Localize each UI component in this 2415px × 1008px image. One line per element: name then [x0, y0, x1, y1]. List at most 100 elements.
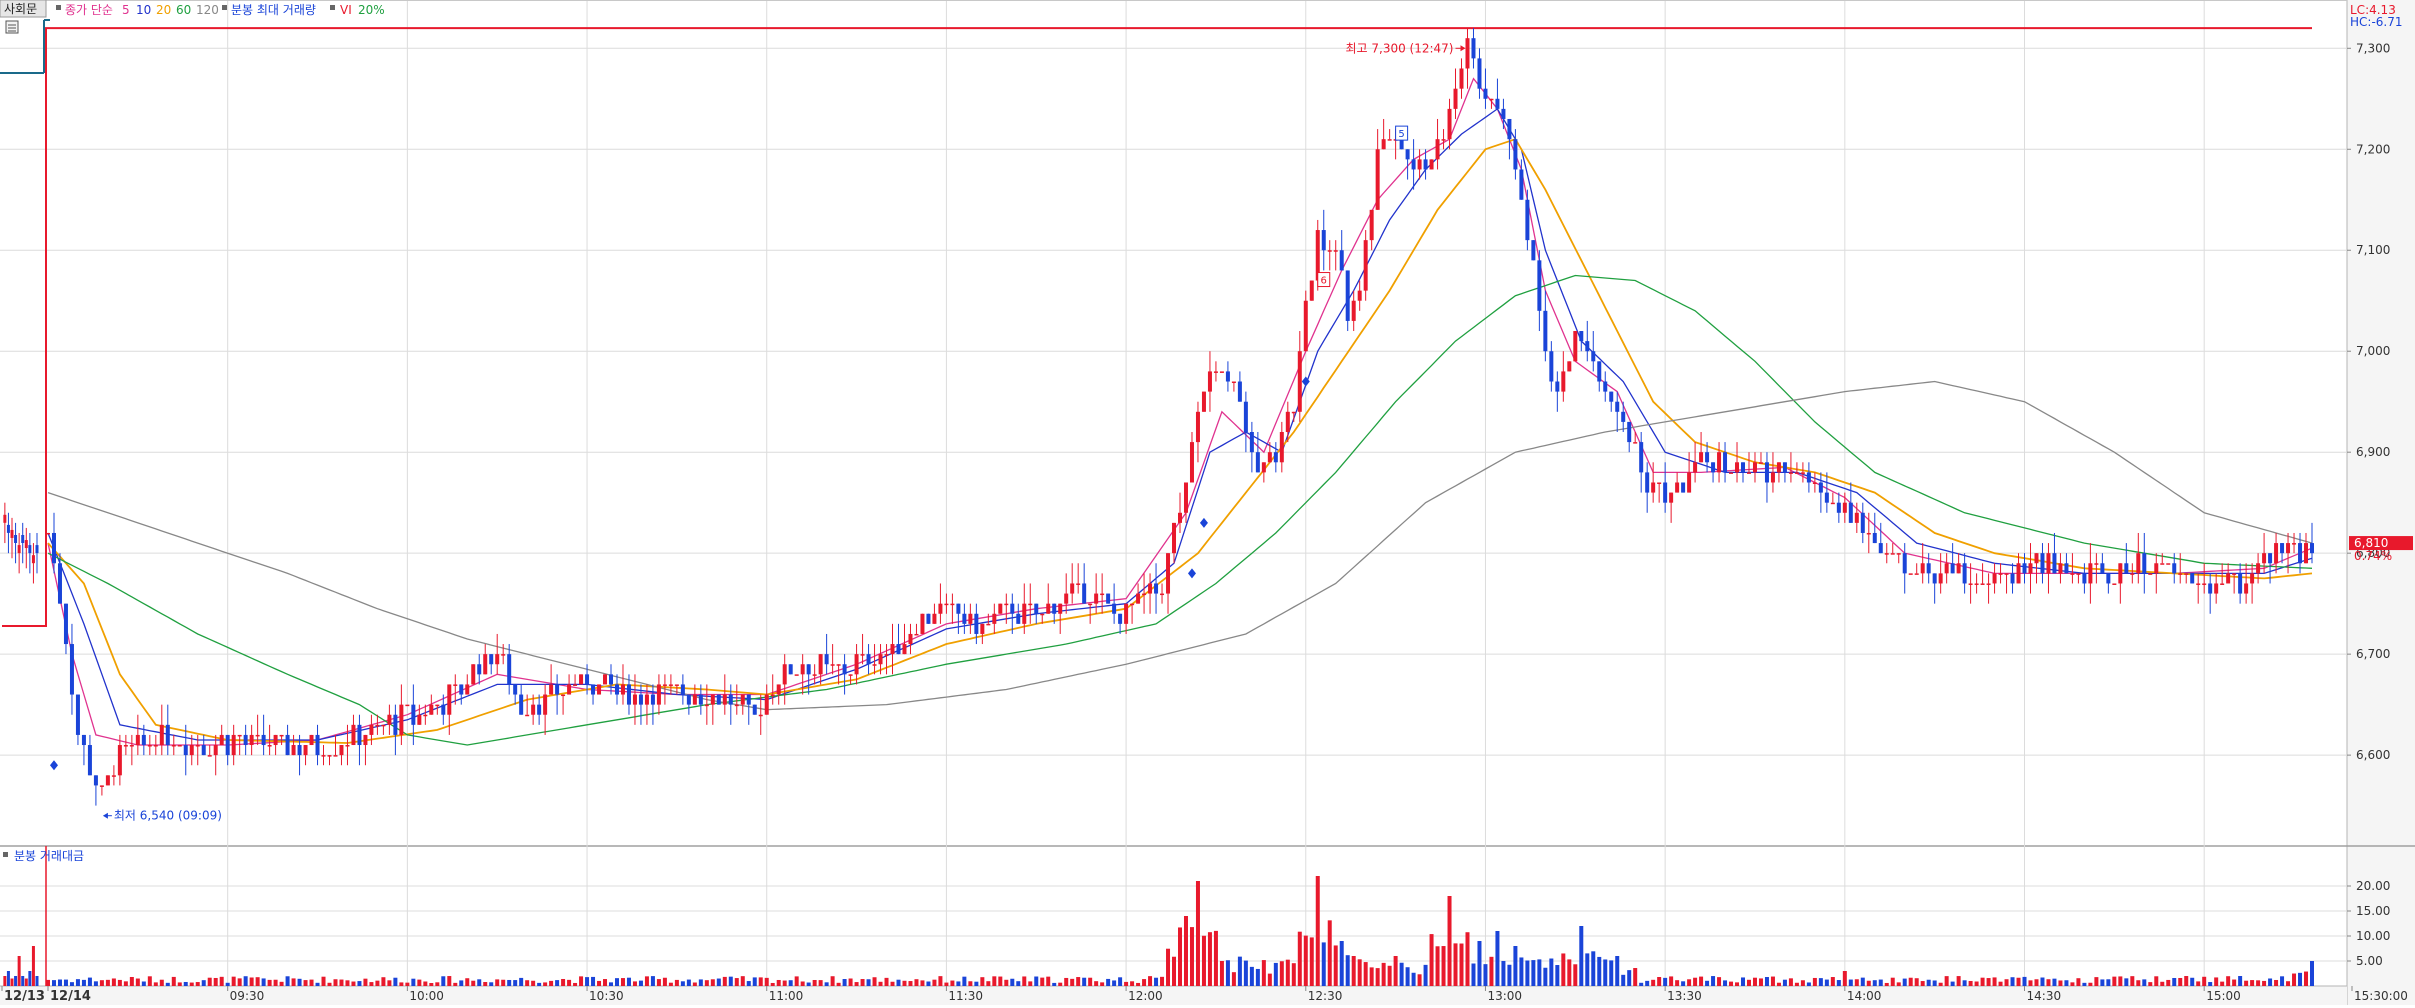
volume-bar	[213, 977, 218, 986]
candle-body	[1884, 553, 1889, 555]
volume-bar	[1040, 977, 1045, 986]
candle-body	[141, 734, 146, 746]
candle-body	[1070, 583, 1075, 594]
candle	[465, 674, 470, 695]
candle	[1824, 472, 1829, 513]
volume-bar	[1471, 963, 1476, 986]
candle	[1944, 553, 1949, 584]
volume-bar	[339, 979, 344, 986]
candle	[1291, 411, 1296, 422]
volume-bar	[1423, 964, 1428, 986]
candle-body	[2232, 573, 2237, 575]
volume-bar	[1986, 978, 1991, 986]
candle	[1106, 593, 1111, 604]
volume-bar	[315, 982, 320, 986]
candle	[968, 603, 973, 634]
candle-body	[854, 654, 859, 675]
volume-bar	[1046, 976, 1051, 986]
high-annotation: 최고 7,300 (12:47)	[1345, 41, 1453, 55]
candle	[2058, 553, 2063, 584]
volume-bar	[1561, 953, 1566, 986]
candle-body	[1615, 401, 1620, 412]
candle	[309, 734, 314, 746]
candle-body	[2040, 553, 2045, 574]
volume-bar	[1136, 982, 1141, 986]
volume-bar	[1729, 981, 1734, 986]
volume-bar	[1273, 962, 1278, 986]
candle-body	[309, 734, 314, 746]
candle-body	[620, 684, 625, 695]
volume-bar	[2088, 982, 2093, 986]
candle	[1100, 573, 1105, 614]
candle	[573, 674, 578, 686]
candle	[818, 654, 823, 685]
volume-bar	[1166, 948, 1171, 986]
candle-body	[2034, 553, 2039, 564]
calculator-icon[interactable]	[5, 20, 19, 34]
tab-button[interactable]	[0, 0, 47, 18]
candle-body	[1992, 573, 1997, 584]
volume-bar	[794, 976, 799, 986]
volume-bar	[884, 977, 889, 986]
candle	[1770, 452, 1775, 493]
candle	[1992, 563, 1997, 594]
volume-bar	[1459, 943, 1464, 986]
volume-bar	[201, 980, 206, 986]
candle-body	[1106, 593, 1111, 604]
volume-bar	[698, 979, 703, 986]
candle	[591, 684, 596, 705]
candle-body	[1980, 583, 1985, 585]
volume-bar	[579, 976, 584, 986]
volume-bar	[1297, 931, 1302, 986]
volume-bar	[207, 977, 212, 986]
volume-bar	[1255, 968, 1260, 986]
candle	[2298, 532, 2303, 574]
volume-bar	[1627, 970, 1632, 986]
candle	[2160, 553, 2165, 565]
volume-bar	[1130, 981, 1135, 986]
candle	[1525, 189, 1530, 251]
volume-bar	[567, 979, 572, 986]
candle	[1729, 472, 1734, 474]
candle	[501, 644, 506, 665]
volume-bar	[692, 982, 697, 986]
volume-axis: 20.00 15.00 10.00 5.00	[2347, 879, 2390, 968]
candle-body	[704, 704, 709, 707]
candle	[2082, 563, 2087, 594]
candle	[2214, 573, 2219, 604]
candle	[1459, 58, 1464, 99]
volume-bar	[1363, 962, 1368, 986]
volume-bar	[273, 979, 278, 986]
candle-body	[2052, 553, 2057, 574]
candle	[1435, 118, 1440, 170]
candle	[1189, 432, 1194, 483]
candle	[99, 785, 104, 796]
candle	[2094, 553, 2099, 584]
candle	[1950, 543, 1955, 574]
volume-bar	[1172, 956, 1177, 986]
candle	[1746, 452, 1751, 474]
prev-candle-body	[24, 540, 28, 549]
candle-body	[363, 734, 368, 746]
volume-bar	[2286, 981, 2291, 986]
volume-bar	[2280, 976, 2285, 986]
candle	[1423, 149, 1428, 180]
volume-bar	[1758, 978, 1763, 986]
candle-body	[369, 724, 374, 735]
volume-bar	[369, 982, 374, 986]
prev-candle-body	[31, 555, 35, 564]
candle	[75, 694, 80, 746]
candle	[2088, 543, 2093, 604]
candle-body	[764, 694, 769, 715]
volume-bar	[800, 981, 805, 986]
candle	[950, 593, 955, 624]
candle	[2142, 532, 2147, 594]
volume-bar	[1285, 959, 1290, 986]
candle	[357, 714, 362, 766]
candle	[1872, 512, 1877, 544]
volume-bar	[1076, 977, 1081, 986]
candle-body	[2190, 573, 2195, 584]
time-tick-label: 13:00	[1487, 989, 1522, 1003]
volume-bar	[147, 976, 152, 986]
candle	[291, 734, 296, 756]
